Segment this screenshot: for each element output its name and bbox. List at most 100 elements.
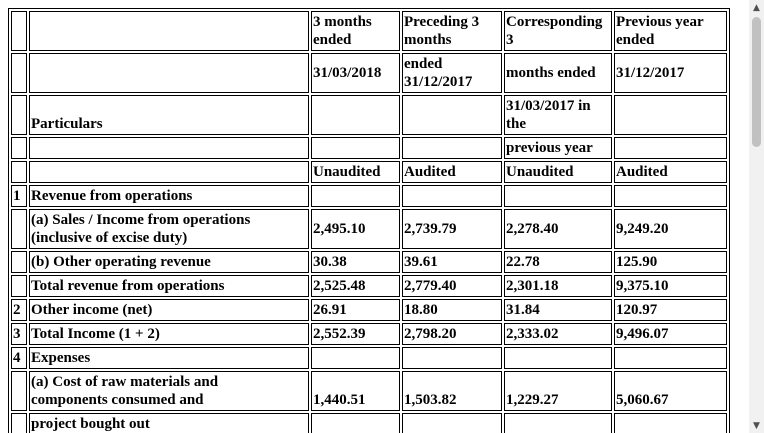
value-col3: 22.78 (504, 251, 612, 273)
table-row: 4 Expenses (11, 347, 727, 369)
value-col1: 30.38 (311, 251, 400, 273)
row-number: 2 (11, 299, 27, 321)
value-col1: 2,525.48 (311, 275, 400, 297)
scrollbar-thumb[interactable] (752, 17, 761, 147)
row-number: 4 (11, 347, 27, 369)
scroll-up-arrow-icon[interactable]: ▲ (753, 2, 760, 13)
table-row: 1 Revenue from operations (11, 185, 727, 207)
value-col4: 5,060.67 (614, 371, 727, 411)
status-row: Unaudited Audited Unaudited Audited (11, 161, 727, 183)
value-col1: 1,440.51 (311, 371, 400, 411)
cell-empty (402, 413, 502, 433)
value-col3: 2,301.18 (504, 275, 612, 297)
cell-empty (614, 347, 727, 369)
cell-empty (614, 185, 727, 207)
row-number (11, 275, 27, 297)
header-row-2: 31/03/2018 ended 31/12/2017 months ended … (11, 53, 727, 93)
row-label: Expenses (29, 347, 309, 369)
table-row: 2 Other income (net) 26.91 18.80 31.84 1… (11, 299, 727, 321)
row-label: (b) Other operating revenue (29, 251, 309, 273)
cell-empty (614, 137, 727, 159)
cell-empty (311, 137, 400, 159)
cell-empty (614, 413, 727, 433)
col2-status: Audited (402, 161, 502, 183)
col3-months-ended: months ended (504, 53, 612, 93)
row-number (11, 209, 27, 249)
cell-empty (311, 347, 400, 369)
col3-status: Unaudited (504, 161, 612, 183)
value-col4: 9,496.07 (614, 323, 727, 345)
col2-header: Preceding 3 months (402, 11, 502, 51)
scroll-down-arrow-icon[interactable]: ▼ (753, 420, 760, 431)
col3-date: 31/03/2017 in the (504, 95, 612, 135)
cell-empty (29, 53, 309, 93)
cell-empty (29, 161, 309, 183)
cell-empty (402, 347, 502, 369)
cell-empty (402, 137, 502, 159)
value-col4: 9,249.20 (614, 209, 727, 249)
value-col2: 39.61 (402, 251, 502, 273)
value-col2: 2,798.20 (402, 323, 502, 345)
row-number (11, 413, 27, 433)
value-col3: 2,278.40 (504, 209, 612, 249)
row-number: 1 (11, 185, 27, 207)
row-number: 3 (11, 323, 27, 345)
value-col1: 2,552.39 (311, 323, 400, 345)
table-row: Total revenue from operations 2,525.48 2… (11, 275, 727, 297)
col4-date: 31/12/2017 (614, 53, 727, 93)
value-col1: 2,495.10 (311, 209, 400, 249)
row-number (11, 371, 27, 411)
table-row: 3 Total Income (1 + 2) 2,552.39 2,798.20… (11, 323, 727, 345)
financial-results-table: 3 months ended Preceding 3 months Correspo… (8, 8, 730, 433)
cell-empty (311, 185, 400, 207)
vertical-scrollbar[interactable]: ▲ ▼ (749, 0, 764, 433)
cell-empty (504, 347, 612, 369)
cell-empty (29, 11, 309, 51)
col2-date: ended 31/12/2017 (402, 53, 502, 93)
value-col3: 2,333.02 (504, 323, 612, 345)
value-col3: 31.84 (504, 299, 612, 321)
value-col2: 18.80 (402, 299, 502, 321)
value-col4: 9,375.10 (614, 275, 727, 297)
value-col2: 2,779.40 (402, 275, 502, 297)
table-row: (b) Other operating revenue 30.38 39.61 … (11, 251, 727, 273)
cell-empty (311, 413, 400, 433)
cell-empty (504, 185, 612, 207)
cell-empty (402, 185, 502, 207)
header-row-4: previous year (11, 137, 727, 159)
table-row: (a) Cost of raw materials and components … (11, 371, 727, 411)
cell-empty (11, 11, 27, 51)
row-label: project bought out (29, 413, 309, 433)
col1-date: 31/03/2018 (311, 53, 400, 93)
cell-empty (11, 53, 27, 93)
cell-empty (402, 95, 502, 135)
row-label: (a) Cost of raw materials and components … (29, 371, 309, 411)
table-row: (a) Sales / Income from operations (inclu… (11, 209, 727, 249)
col4-header: Previous year ended (614, 11, 727, 51)
cell-empty (614, 95, 727, 135)
col3-previous-year: previous year (504, 137, 612, 159)
cell-empty (11, 161, 27, 183)
table-row: project bought out (11, 413, 727, 433)
row-number (11, 251, 27, 273)
value-col3: 1,229.27 (504, 371, 612, 411)
col1-status: Unaudited (311, 161, 400, 183)
header-row-3: Particulars 31/03/2017 in the (11, 95, 727, 135)
cell-empty (504, 413, 612, 433)
row-label: Total Income (1 + 2) (29, 323, 309, 345)
value-col4: 125.90 (614, 251, 727, 273)
cell-empty (11, 95, 27, 135)
cell-empty (311, 95, 400, 135)
row-label: Other income (net) (29, 299, 309, 321)
col4-status: Audited (614, 161, 727, 183)
row-label: (a) Sales / Income from operations (inclu… (29, 209, 309, 249)
row-label: Total revenue from operations (29, 275, 309, 297)
particulars-label: Particulars (29, 95, 309, 135)
cell-empty (29, 137, 309, 159)
value-col2: 1,503.82 (402, 371, 502, 411)
col3-header: Corresponding 3 (504, 11, 612, 51)
value-col2: 2,739.79 (402, 209, 502, 249)
cell-empty (11, 137, 27, 159)
col1-header: 3 months ended (311, 11, 400, 51)
